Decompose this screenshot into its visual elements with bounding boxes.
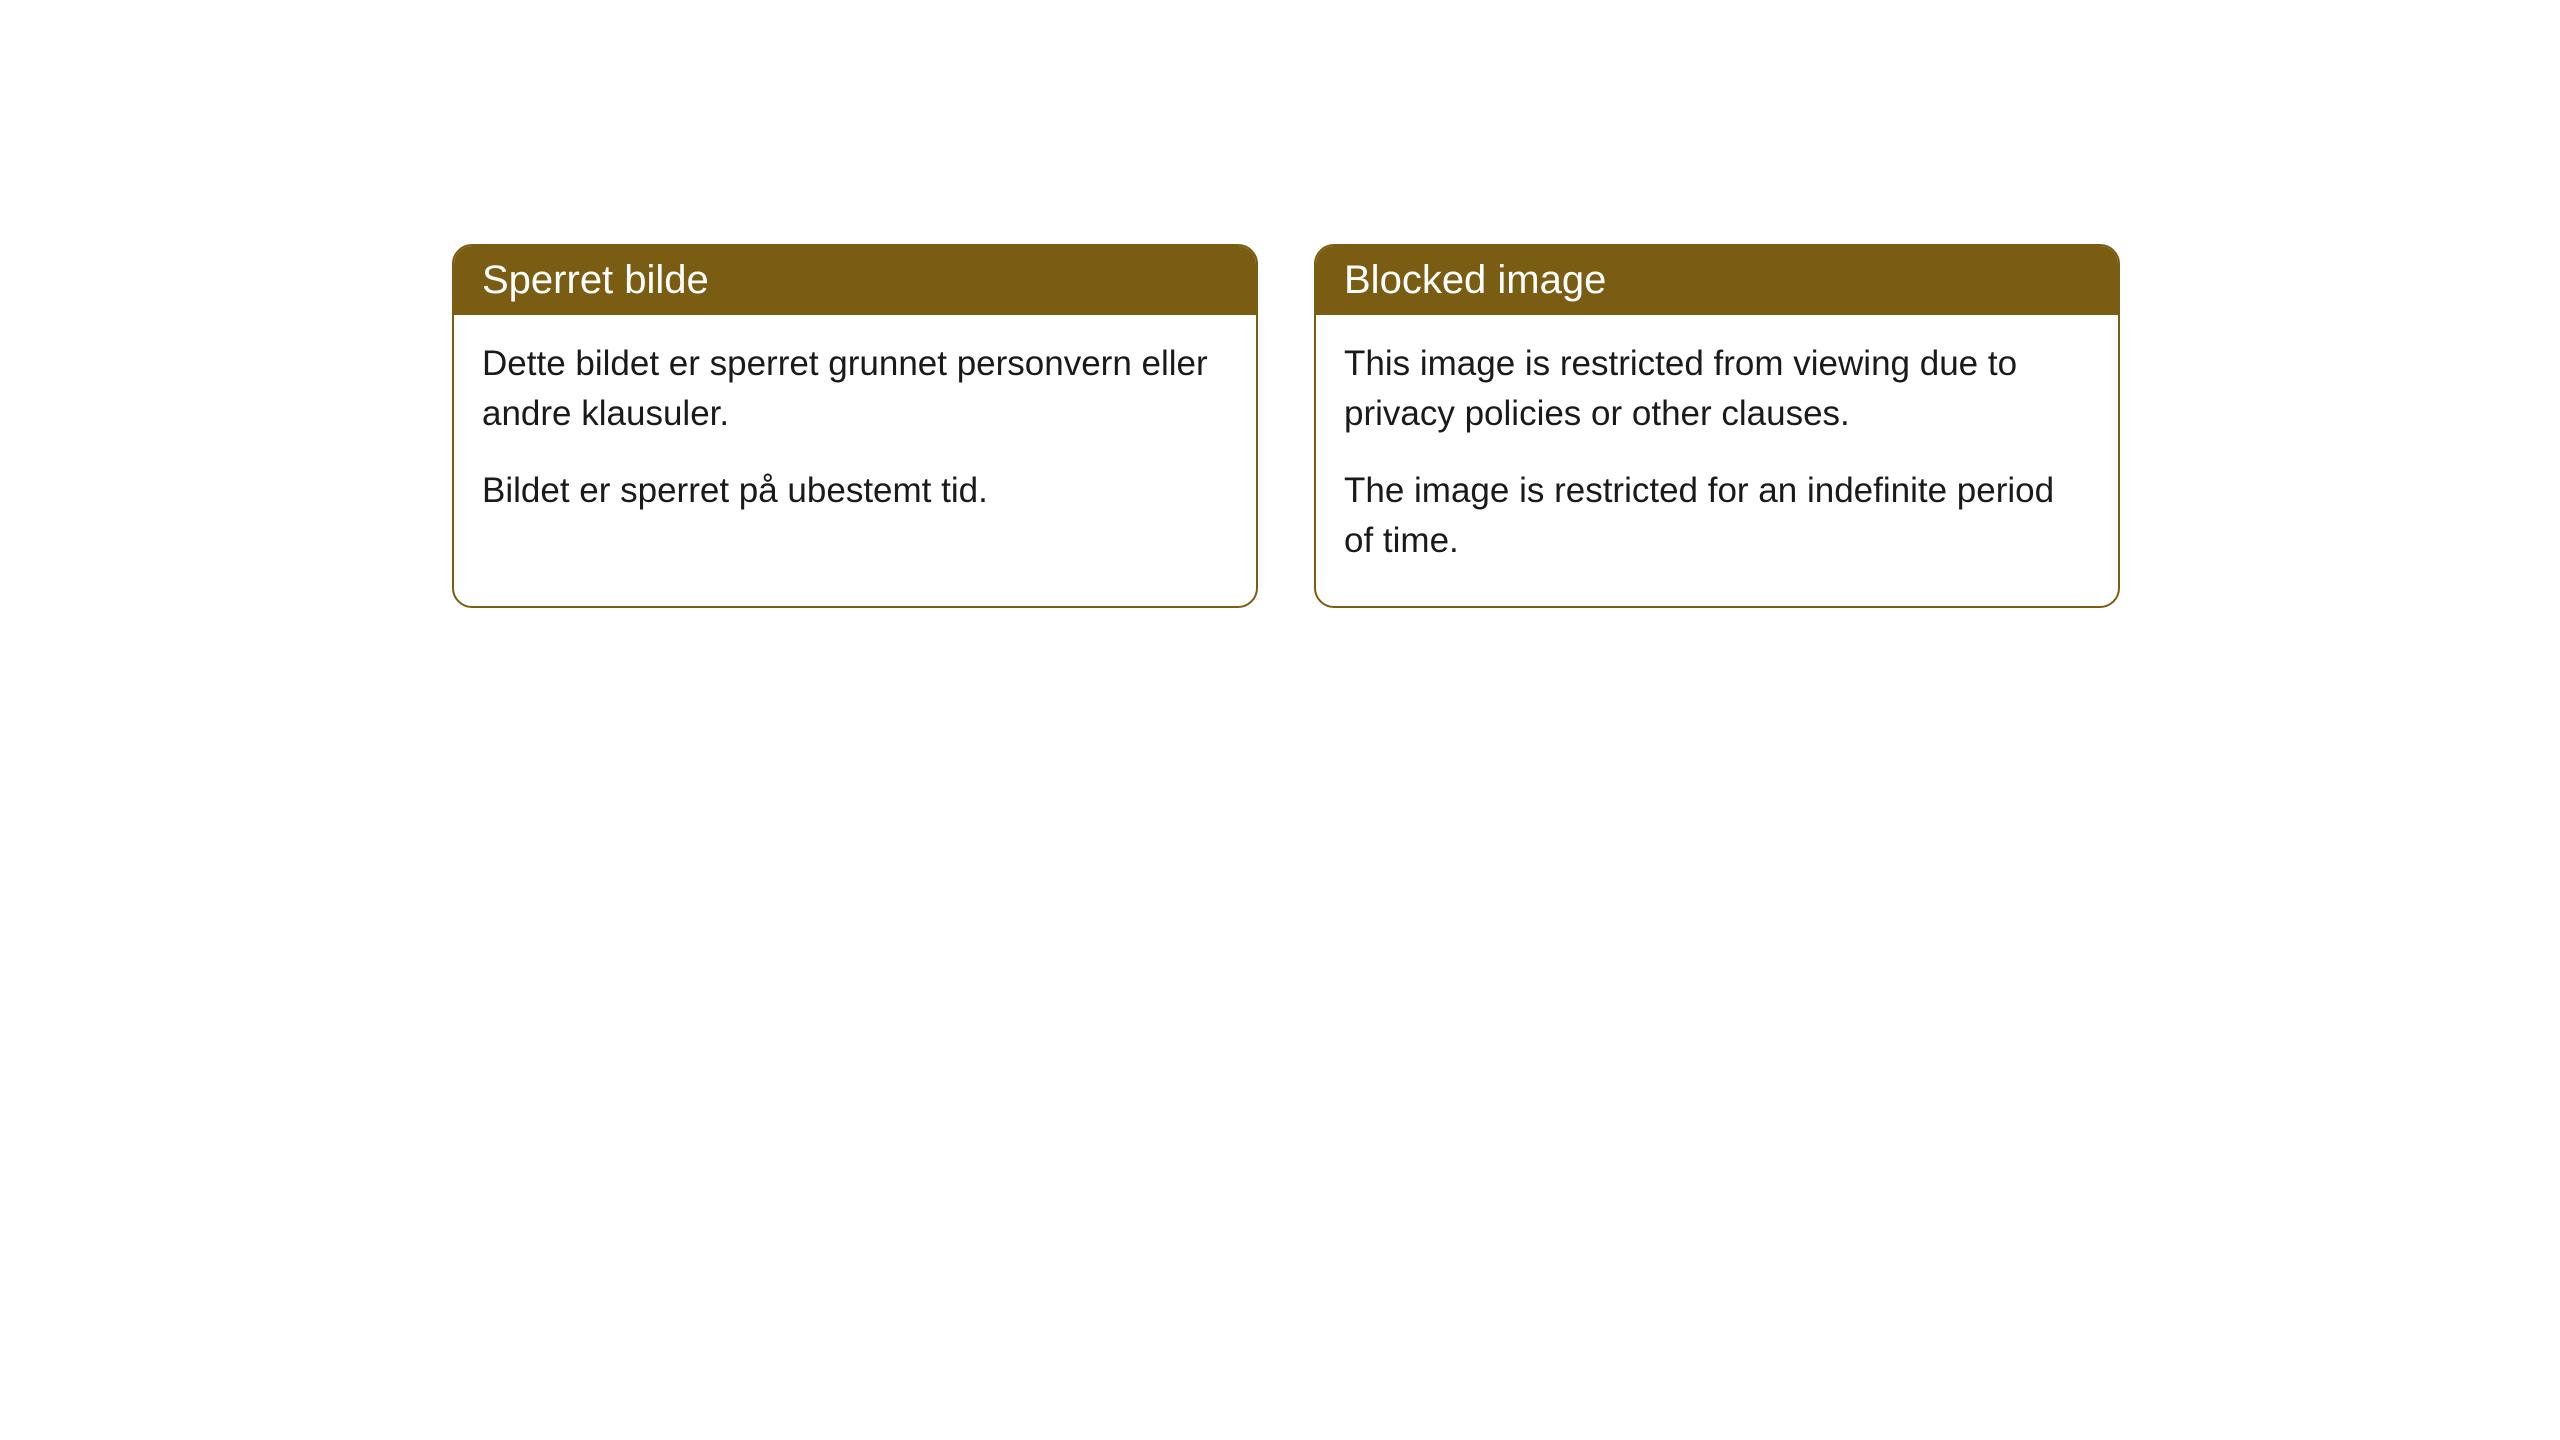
- card-body: This image is restricted from viewing du…: [1316, 315, 2118, 606]
- card-body: Dette bildet er sperret grunnet personve…: [454, 315, 1256, 556]
- notice-cards-container: Sperret bilde Dette bildet er sperret gr…: [0, 0, 2560, 608]
- card-header: Blocked image: [1316, 246, 2118, 315]
- card-header: Sperret bilde: [454, 246, 1256, 315]
- card-paragraph: The image is restricted for an indefinit…: [1344, 466, 2090, 565]
- card-paragraph: Dette bildet er sperret grunnet personve…: [482, 339, 1228, 438]
- notice-card-english: Blocked image This image is restricted f…: [1314, 244, 2120, 608]
- notice-card-norwegian: Sperret bilde Dette bildet er sperret gr…: [452, 244, 1258, 608]
- card-paragraph: Bildet er sperret på ubestemt tid.: [482, 466, 1228, 516]
- card-paragraph: This image is restricted from viewing du…: [1344, 339, 2090, 438]
